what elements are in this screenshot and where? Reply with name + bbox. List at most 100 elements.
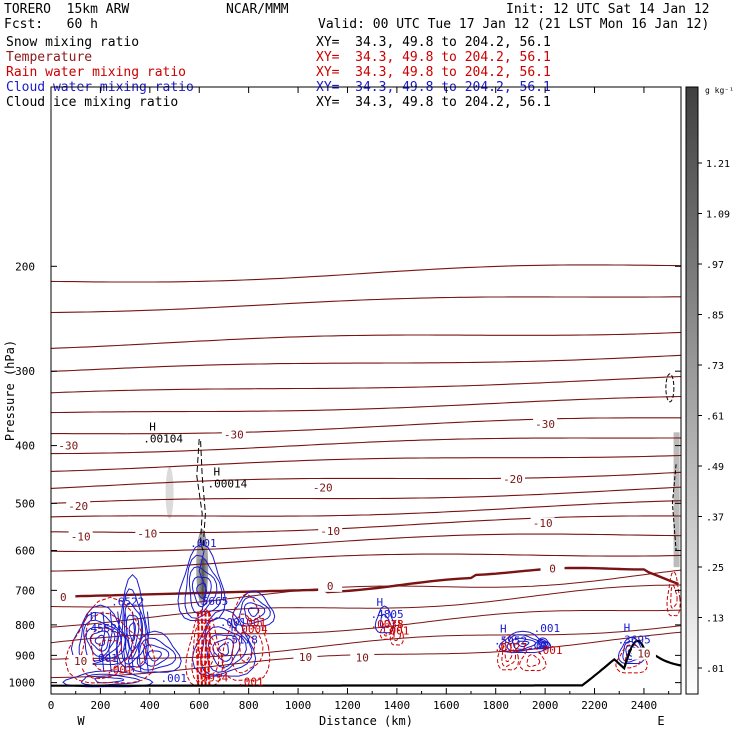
rain-water-contour xyxy=(231,613,264,674)
rain-water-contour xyxy=(501,641,517,668)
colorbar-tick-label: .73 xyxy=(706,361,724,372)
isotherm-line xyxy=(50,584,681,628)
colorbar-tick-label: .25 xyxy=(706,563,724,574)
max-marker-h: H xyxy=(500,623,507,636)
max-value-label: .001 xyxy=(190,537,217,550)
x-tick-label: 1200 xyxy=(334,699,361,712)
isotherm-label-bg xyxy=(66,499,91,512)
max-value-label: .001 xyxy=(383,625,410,638)
colorbar-tick-label: .37 xyxy=(706,513,724,524)
cloud-water-contour xyxy=(198,550,208,612)
cloud-water-contour xyxy=(94,676,125,684)
cloud-water-contour xyxy=(622,640,643,663)
cloud-water-contour xyxy=(191,608,257,677)
rain-water-contour xyxy=(200,611,204,686)
x-tick-label: 1600 xyxy=(433,699,460,712)
cloud-water-contour xyxy=(538,641,547,648)
isotherm-line xyxy=(50,533,682,553)
rain-water-contour xyxy=(203,611,208,686)
cloud-water-contour xyxy=(142,644,170,667)
x-tick-label: 400 xyxy=(140,699,160,712)
cloud-ice-contour xyxy=(665,373,675,403)
x-tick-label: 0 xyxy=(48,699,55,712)
colorbar xyxy=(685,86,699,695)
cloud-water-contour xyxy=(244,602,266,622)
field-name: Temperature xyxy=(6,50,93,65)
max-value-label: .0004 xyxy=(235,623,268,636)
y-tick-label: 700 xyxy=(15,584,35,597)
rain-water-contour xyxy=(504,648,513,663)
cloud-water-contour xyxy=(78,611,127,665)
x-tick-label: 1000 xyxy=(285,699,312,712)
rain-water-contour xyxy=(196,611,200,686)
cloud-water-contour xyxy=(89,630,110,652)
cloud-water-contour xyxy=(498,630,548,654)
isotherm-line xyxy=(51,417,681,435)
max-value-label: .3695 xyxy=(618,634,651,647)
cloud-water-contour xyxy=(123,602,144,660)
snow-shading xyxy=(673,432,680,568)
colorbar-tick-label: .85 xyxy=(706,311,724,322)
rain-water-contour xyxy=(221,593,271,681)
isotherm-label: -20 xyxy=(68,500,88,513)
init-label: Init: 12 UTC Sat 14 Jan 12 xyxy=(506,2,710,17)
rain-water-contour xyxy=(383,625,392,637)
y-tick-label: 200 xyxy=(15,260,35,273)
rain-water-contour xyxy=(519,647,547,672)
isotherm-label-bg xyxy=(68,655,93,668)
max-value-label: .001 xyxy=(536,644,563,657)
y-tick-label: 400 xyxy=(15,440,35,453)
cloud-water-contour xyxy=(81,673,141,686)
isotherm-label: 10 xyxy=(637,648,650,661)
isotherm-line xyxy=(50,354,682,373)
x-tick-label: 800 xyxy=(239,699,259,712)
cloud-water-contour xyxy=(94,634,105,647)
cloud-water-contour xyxy=(145,611,150,673)
max-value-label: .4805 xyxy=(371,608,404,621)
field-xy: XY= 34.3, 49.8 to 204.2, 56.1 xyxy=(316,95,551,110)
isotherm-line xyxy=(50,331,682,349)
cloud-water-contour xyxy=(247,607,260,618)
isotherm-label: 0 xyxy=(327,580,334,593)
isotherm-label-bg xyxy=(533,418,558,431)
plot-frame xyxy=(50,86,682,695)
isotherm-label: 10 xyxy=(356,651,369,664)
isotherm-label: -30 xyxy=(58,440,78,453)
max-marker-h: H xyxy=(624,622,631,635)
x-tick-label: 600 xyxy=(189,699,209,712)
y-tick-label: 800 xyxy=(15,619,35,632)
isotherm-label: 10 xyxy=(74,655,87,668)
isotherm-label-bg xyxy=(135,527,160,540)
max-value-label: .5665 xyxy=(195,595,228,608)
isotherm-label-bg xyxy=(318,525,343,538)
isotherm-label: -10 xyxy=(320,525,340,538)
rain-water-contour xyxy=(90,627,135,672)
isotherm-line xyxy=(50,569,682,608)
isotherm-line xyxy=(50,609,682,644)
cloud-water-contour xyxy=(128,621,136,642)
isotherm-label: 0 xyxy=(549,562,556,575)
isotherm-line xyxy=(50,471,682,489)
x-tick-label: 2200 xyxy=(581,699,608,712)
isotherm-label: -30 xyxy=(224,428,244,441)
cloud-water-contour xyxy=(534,637,552,650)
max-value-label: .00104 xyxy=(143,432,183,445)
cloud-water-contour xyxy=(231,590,276,627)
y-tick-label: 900 xyxy=(15,649,35,662)
terrain-surface xyxy=(51,639,682,687)
isotherm-label: -20 xyxy=(313,481,333,494)
colorbar-tick-label: .97 xyxy=(706,260,724,271)
field-name: Cloud ice mixing ratio xyxy=(6,95,179,110)
rain-water-contour xyxy=(666,570,681,617)
max-marker-h: H xyxy=(213,465,220,478)
isotherm-line xyxy=(50,296,681,314)
max-value-label: .00014 xyxy=(207,477,247,490)
max-value-label: .4552 xyxy=(84,622,117,635)
cloud-water-contour xyxy=(540,642,545,646)
cloud-water-contour xyxy=(188,566,218,615)
colorbar-tick-label: .01 xyxy=(706,664,724,675)
isotherm-line xyxy=(50,264,682,283)
max-value-label: .001 xyxy=(91,652,118,665)
field-name: Rain water mixing ratio xyxy=(6,65,187,80)
